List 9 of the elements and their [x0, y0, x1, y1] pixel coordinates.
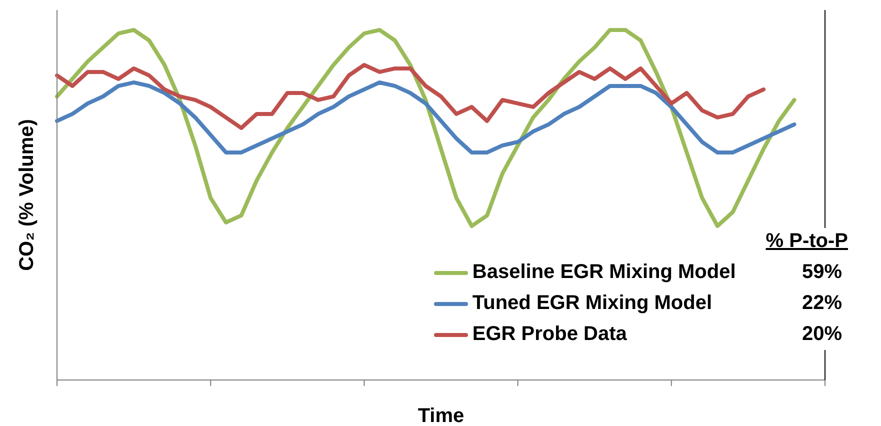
- legend-label: EGR Probe Data: [472, 323, 627, 346]
- legend-label: Tuned EGR Mixing Model: [472, 292, 712, 315]
- x-axis-title: Time: [418, 405, 464, 426]
- annotation: 59%: [800, 261, 843, 284]
- annotation: 20%: [800, 323, 843, 346]
- y-axis-title: CO₂ (% Volume): [16, 119, 38, 271]
- legend-label: Baseline EGR Mixing Model: [472, 261, 736, 284]
- annotation: % P-to-P: [766, 230, 848, 253]
- annotation: 22%: [800, 292, 843, 315]
